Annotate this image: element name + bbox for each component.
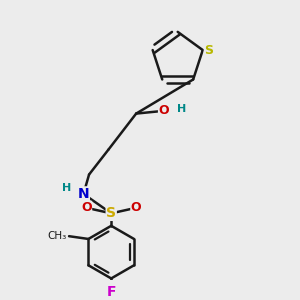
Text: N: N [78, 187, 89, 201]
Text: F: F [106, 285, 116, 299]
Text: H: H [62, 183, 71, 194]
Text: O: O [81, 201, 92, 214]
Text: CH₃: CH₃ [48, 231, 67, 241]
Text: S: S [106, 206, 116, 220]
Text: H: H [177, 104, 187, 114]
Text: O: O [158, 104, 169, 117]
Text: S: S [204, 44, 213, 57]
Text: O: O [131, 201, 142, 214]
